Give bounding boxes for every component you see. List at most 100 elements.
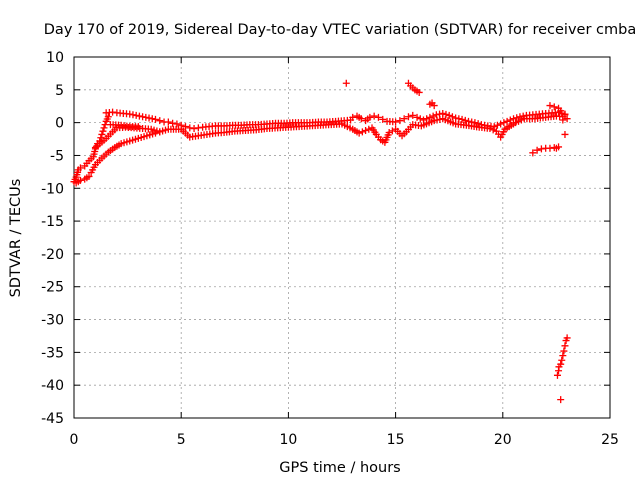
x-axis-title: GPS time / hours — [279, 460, 400, 476]
data-point — [445, 111, 453, 119]
data-point — [471, 119, 479, 127]
data-point — [111, 126, 119, 134]
data-point — [489, 126, 497, 134]
x-tick-label: 10 — [279, 432, 297, 448]
data-point — [355, 113, 363, 121]
data-point — [149, 130, 157, 138]
x-tick-label: 25 — [601, 432, 619, 448]
y-tick-label: -15 — [41, 214, 64, 230]
data-point — [557, 396, 565, 404]
data-point — [460, 121, 468, 129]
data-point — [349, 113, 357, 121]
data-point — [364, 115, 372, 123]
data-point — [452, 114, 460, 122]
data-point — [497, 120, 505, 128]
data-point — [184, 131, 192, 139]
data-point — [448, 113, 456, 121]
data-point — [555, 143, 563, 151]
y-tick-label: 10 — [46, 50, 64, 66]
data-point — [346, 124, 354, 132]
data-point — [106, 130, 114, 138]
data-point — [430, 102, 438, 110]
data-point — [100, 136, 108, 144]
data-point — [428, 118, 436, 126]
series-isolated-and-late — [342, 79, 571, 157]
data-point — [194, 124, 202, 132]
data-point — [161, 126, 169, 134]
data-point — [416, 115, 424, 123]
data-point — [546, 144, 554, 152]
data-point — [426, 113, 434, 121]
data-point — [335, 120, 343, 128]
y-tick-label: -20 — [41, 247, 64, 263]
data-point — [151, 115, 159, 123]
data-point — [131, 135, 139, 143]
data-point — [557, 107, 565, 115]
data-point — [551, 108, 559, 116]
data-point — [500, 119, 508, 127]
data-point — [135, 112, 143, 120]
data-point — [123, 110, 131, 118]
data-point — [563, 334, 571, 342]
x-tick-label: 5 — [177, 432, 186, 448]
data-point — [559, 352, 567, 360]
data-point — [98, 130, 106, 138]
data-point — [539, 114, 547, 122]
data-point — [99, 127, 107, 135]
data-point — [506, 116, 514, 124]
series-main-band — [70, 108, 569, 186]
data-point — [175, 125, 183, 133]
data-point — [550, 103, 558, 111]
data-point — [510, 120, 518, 128]
data-point — [169, 119, 177, 127]
data-point — [144, 125, 152, 133]
data-point — [409, 111, 417, 119]
data-point — [90, 163, 98, 171]
y-tick-label: 5 — [55, 83, 64, 99]
data-point — [415, 88, 423, 96]
data-point — [560, 347, 568, 355]
data-point — [556, 112, 564, 120]
data-point — [140, 133, 148, 141]
data-point — [559, 116, 567, 124]
data-point — [190, 125, 198, 133]
data-point — [550, 112, 558, 120]
y-axis-title: SDTVAR / TECUs — [8, 179, 24, 298]
data-point — [561, 342, 569, 350]
axis-ticks: 0 5 10 15 20 25 10 5 0 -5 -10 -15 -20 -25 -30 -35 -40 -45 — [41, 50, 619, 448]
data-point — [413, 113, 421, 121]
y-tick-label: -30 — [41, 313, 64, 329]
data-point — [529, 149, 537, 157]
data-point — [513, 114, 521, 122]
data-point — [142, 113, 150, 121]
data-point — [532, 110, 540, 118]
data-point — [208, 122, 216, 130]
data-point — [202, 123, 210, 131]
data-point — [153, 127, 161, 135]
data-point — [102, 150, 110, 158]
data-point — [87, 155, 95, 163]
data-point — [148, 115, 156, 123]
data-point — [389, 118, 397, 126]
data-point — [342, 79, 350, 87]
plot-frame — [73, 56, 611, 419]
data-point — [561, 111, 569, 119]
data-point — [458, 115, 466, 123]
data-point — [400, 115, 408, 123]
data-point — [474, 120, 482, 128]
data-point — [145, 114, 153, 122]
series-lower-band — [72, 112, 567, 187]
y-tick-label: 0 — [55, 116, 64, 132]
data-point — [116, 109, 124, 117]
data-point — [493, 121, 501, 129]
data-point — [83, 174, 91, 182]
data-point — [129, 111, 137, 119]
y-tick-label: -40 — [41, 378, 64, 394]
data-points — [70, 79, 571, 404]
data-point — [429, 112, 437, 120]
data-point — [96, 156, 104, 164]
y-tick-label: -25 — [41, 280, 64, 296]
data-point — [91, 148, 99, 156]
y-tick-label: -35 — [41, 345, 64, 361]
data-point — [558, 356, 566, 364]
